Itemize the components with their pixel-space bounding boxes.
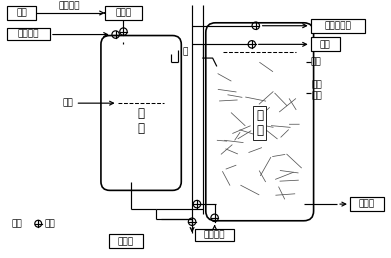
Text: 含菌培养液: 含菌培养液 bbox=[324, 21, 351, 30]
Text: 喷头: 喷头 bbox=[311, 58, 321, 67]
Bar bbox=[7, 6, 36, 20]
Text: 注：: 注： bbox=[12, 219, 23, 228]
Text: 气体: 气体 bbox=[320, 40, 331, 49]
Text: 海棠: 海棠 bbox=[16, 9, 27, 18]
Text: 刨花
滤网: 刨花 滤网 bbox=[312, 80, 323, 100]
FancyBboxPatch shape bbox=[206, 23, 314, 221]
Text: 无菌空气: 无菌空气 bbox=[204, 230, 225, 239]
Text: 压榨过滤: 压榨过滤 bbox=[59, 1, 80, 10]
Bar bbox=[109, 235, 143, 248]
Text: 酵母菌液: 酵母菌液 bbox=[18, 30, 39, 38]
Text: 阀门: 阀门 bbox=[44, 219, 55, 228]
Bar bbox=[195, 229, 234, 241]
Bar bbox=[350, 197, 384, 211]
Bar bbox=[311, 37, 340, 51]
Text: 海棠汁: 海棠汁 bbox=[115, 9, 131, 18]
Bar bbox=[105, 6, 142, 20]
Text: 海棠酒: 海棠酒 bbox=[118, 237, 134, 246]
Text: 乙
罐: 乙 罐 bbox=[256, 109, 263, 137]
Bar bbox=[7, 28, 50, 41]
Text: 液面: 液面 bbox=[63, 99, 74, 108]
Bar bbox=[311, 19, 364, 33]
Text: 海棠醋: 海棠醋 bbox=[359, 200, 375, 209]
FancyBboxPatch shape bbox=[101, 36, 181, 190]
Text: 甲
罐: 甲 罐 bbox=[138, 107, 145, 135]
Text: 水: 水 bbox=[182, 48, 188, 57]
